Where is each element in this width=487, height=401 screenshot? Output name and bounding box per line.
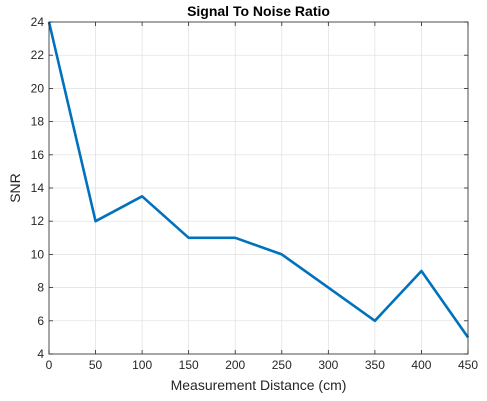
x-tick-label: 50 [89, 358, 103, 372]
y-tick-label: 16 [31, 148, 45, 162]
y-tick-label: 22 [31, 48, 45, 62]
y-tick-label: 18 [31, 115, 45, 129]
y-tick-label: 24 [31, 15, 45, 29]
y-tick-label: 4 [37, 347, 44, 361]
y-tick-label: 12 [31, 214, 45, 228]
chart-title: Signal To Noise Ratio [187, 3, 330, 19]
series-layer [47, 21, 470, 339]
x-tick-label: 200 [225, 358, 245, 372]
y-axis-label: SNR [7, 173, 23, 203]
x-tick-label: 350 [365, 358, 385, 372]
x-tick-label: 450 [458, 358, 478, 372]
y-tick-label: 20 [31, 81, 45, 95]
x-tick-label: 250 [272, 358, 292, 372]
x-tick-label: 0 [46, 358, 53, 372]
y-tick-label: 6 [37, 314, 44, 328]
y-tick-label: 10 [31, 247, 45, 261]
axis-ticks [48, 21, 469, 355]
x-axis-label: Measurement Distance (cm) [171, 377, 347, 393]
tick-labels: 0 50 100 150 200 250 300 350 400 450 4 6 8 10 12 14 16 18… [31, 15, 479, 372]
snr-series-line [47, 21, 470, 339]
x-tick-label: 150 [179, 358, 199, 372]
y-tick-label: 8 [37, 281, 44, 295]
x-tick-label: 100 [132, 358, 152, 372]
grid-lines [48, 21, 469, 355]
x-tick-label: 300 [318, 358, 338, 372]
x-tick-label: 400 [411, 358, 431, 372]
y-tick-label: 14 [31, 181, 45, 195]
